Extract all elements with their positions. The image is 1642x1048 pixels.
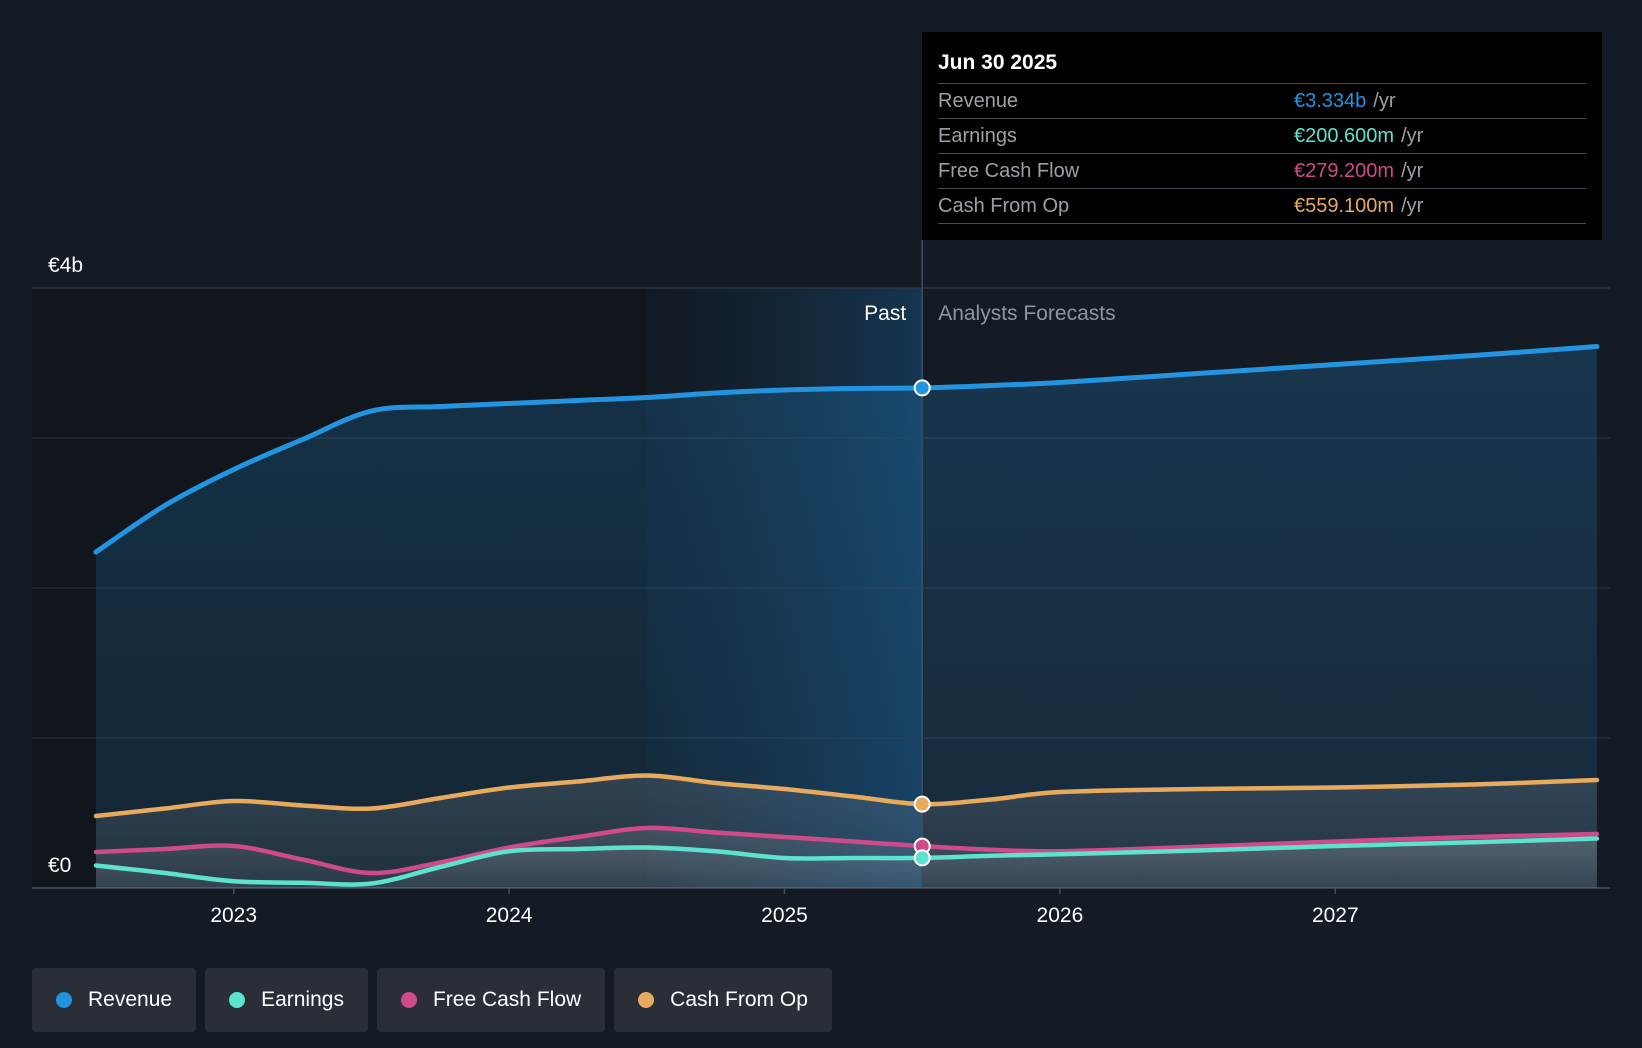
tooltip-unit: /yr <box>1401 195 1424 217</box>
tooltip-row-cash-from-op: Cash From Op €559.100m /yr <box>938 189 1586 224</box>
legend-item-cash-from-op[interactable]: Cash From Op <box>614 968 832 1032</box>
legend-item-revenue[interactable]: Revenue <box>32 968 197 1032</box>
legend-label: Cash From Op <box>670 988 808 1011</box>
tooltip-label: Free Cash Flow <box>938 160 1080 182</box>
legend-dot-icon <box>229 992 246 1008</box>
tooltip: Jun 30 2025 Revenue €3.334b /yr Earnings… <box>922 32 1602 240</box>
area-revenue <box>96 346 1597 888</box>
tooltip-label: Cash From Op <box>938 195 1070 217</box>
tooltip-markers <box>913 379 931 867</box>
legend-dot-icon <box>56 992 72 1008</box>
series-lines <box>93 344 1600 887</box>
line-free-cash-flow <box>93 825 1600 876</box>
tooltip-unit: /yr <box>1373 90 1396 112</box>
legend-dot-icon <box>400 992 417 1008</box>
legend-label: Revenue <box>88 988 173 1011</box>
legend-item-free-cash-flow[interactable]: Free Cash Flow <box>376 968 606 1032</box>
line-revenue <box>93 344 1600 555</box>
tooltip-label: Revenue <box>938 90 1019 112</box>
tooltip-row-revenue: Revenue €3.334b /yr <box>938 84 1586 119</box>
legend: Revenue Earnings Free Cash Flow Cash Fro… <box>32 968 832 1032</box>
marker-revenue <box>913 379 931 397</box>
tooltip-unit: /yr <box>1401 125 1424 147</box>
tooltip-value: €559.100m <box>1294 195 1395 217</box>
y-tick-label-bottom: €0 <box>48 854 71 877</box>
tooltip-value: €279.200m <box>1294 160 1395 182</box>
forecast-label: Analysts Forecasts <box>938 302 1115 325</box>
legend-dot-icon <box>638 992 655 1008</box>
tooltip-row-free-cash-flow: Free Cash Flow €279.200m /yr <box>938 154 1586 189</box>
tooltip-date: Jun 30 2025 <box>938 48 1586 84</box>
tooltip-value: €200.600m <box>1294 125 1395 147</box>
marker-earnings <box>913 849 931 867</box>
y-tick-label-top: €4b <box>48 254 83 277</box>
line-cash-from-op <box>93 773 1600 819</box>
series-areas <box>96 346 1597 888</box>
tooltip-label: Earnings <box>938 125 1017 147</box>
marker-cash-from-op <box>913 795 931 813</box>
tooltip-row-earnings: Earnings €200.600m /yr <box>938 119 1586 154</box>
tooltip-unit: /yr <box>1401 160 1424 182</box>
x-tick-label: 2026 <box>1037 904 1084 927</box>
past-label: Past <box>864 302 906 325</box>
legend-label: Free Cash Flow <box>432 988 582 1011</box>
line-earnings <box>93 836 1600 887</box>
legend-label: Earnings <box>261 988 344 1011</box>
x-tick-label: 2023 <box>210 904 257 927</box>
legend-item-earnings[interactable]: Earnings <box>205 968 368 1032</box>
x-tick-label: 2024 <box>486 904 533 927</box>
x-tick-label: 2027 <box>1312 904 1359 927</box>
x-tick-label: 2025 <box>761 904 808 927</box>
tooltip-value: €3.334b <box>1294 90 1367 112</box>
x-axis-ticks: 2023 2024 2025 2026 2027 <box>210 888 1359 927</box>
